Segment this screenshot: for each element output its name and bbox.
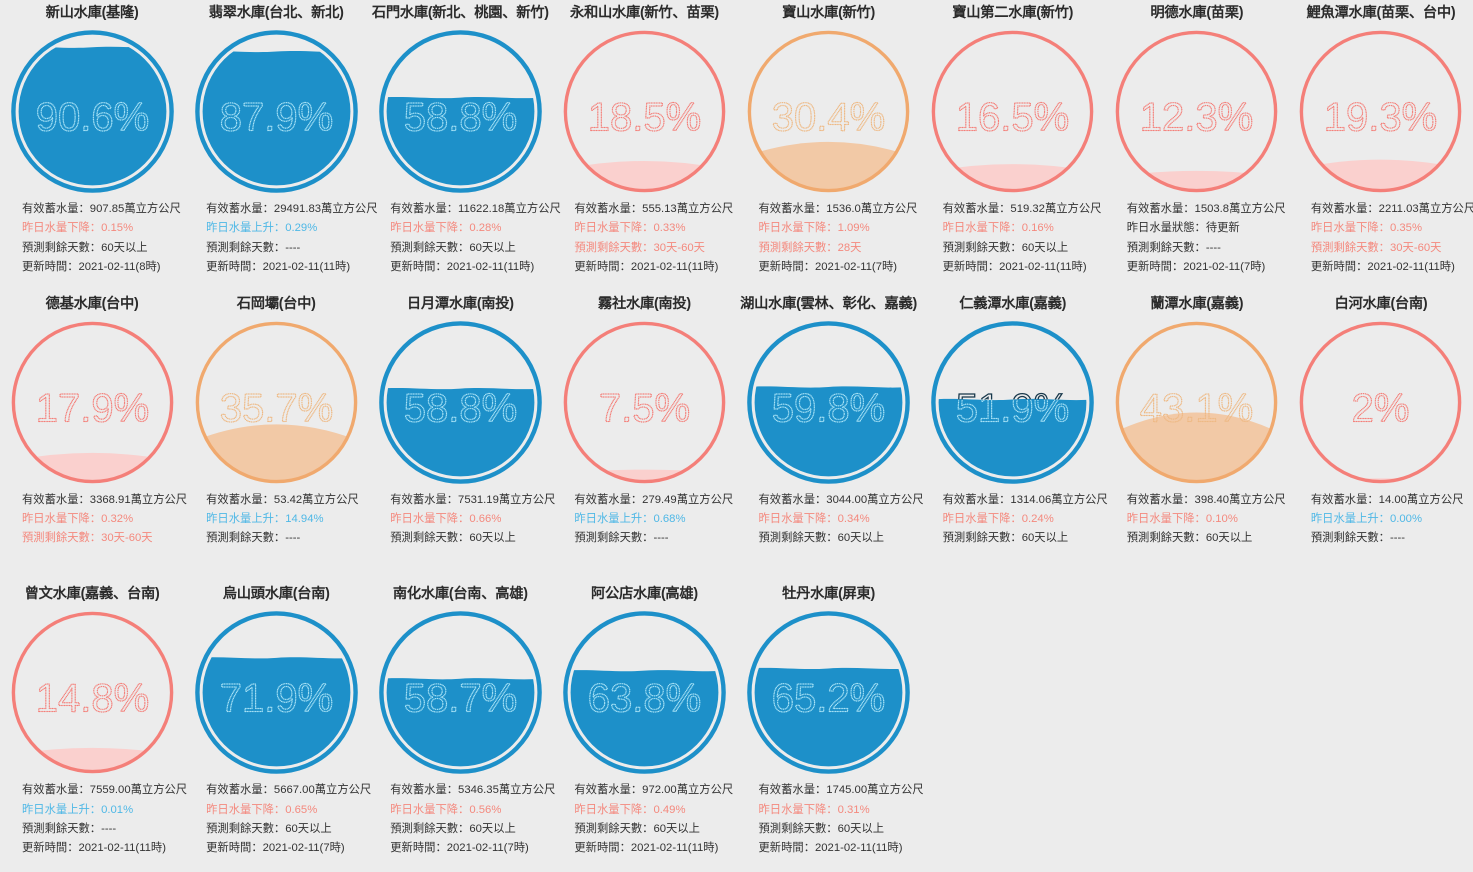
svg-text:35.7%: 35.7% xyxy=(219,386,332,430)
svg-text:59.8%: 59.8% xyxy=(772,386,885,430)
svg-text:30.4%: 30.4% xyxy=(772,96,885,140)
svg-text:58.8%: 58.8% xyxy=(404,96,517,140)
svg-text:71.9%: 71.9% xyxy=(219,677,332,721)
svg-text:14.8%: 14.8% xyxy=(35,677,148,721)
svg-text:17.9%: 17.9% xyxy=(35,386,148,430)
svg-text:63.8%: 63.8% xyxy=(588,677,701,721)
svg-text:58.7%: 58.7% xyxy=(404,677,517,721)
svg-text:90.6%: 90.6% xyxy=(35,96,148,140)
svg-text:18.5%: 18.5% xyxy=(588,96,701,140)
svg-text:19.3%: 19.3% xyxy=(1324,96,1437,140)
svg-text:2%: 2% xyxy=(1352,386,1410,430)
svg-text:16.5%: 16.5% xyxy=(956,96,1069,140)
svg-text:87.9%: 87.9% xyxy=(219,96,332,140)
svg-text:12.3%: 12.3% xyxy=(1140,96,1253,140)
svg-text:58.8%: 58.8% xyxy=(404,386,517,430)
svg-text:65.2%: 65.2% xyxy=(772,677,885,721)
svg-text:7.5%: 7.5% xyxy=(599,386,690,430)
svg-text:43.1%: 43.1% xyxy=(1140,386,1253,430)
